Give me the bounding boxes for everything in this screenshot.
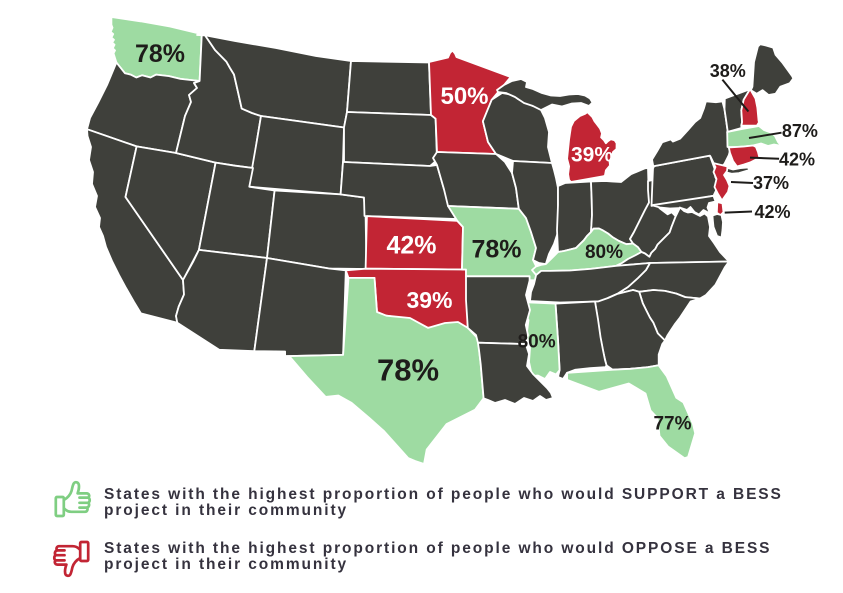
svg-text:80%: 80% bbox=[585, 242, 623, 263]
svg-text:50%: 50% bbox=[440, 83, 488, 110]
svg-text:38%: 38% bbox=[710, 61, 746, 81]
svg-text:77%: 77% bbox=[653, 413, 691, 434]
svg-text:39%: 39% bbox=[406, 287, 452, 313]
svg-text:87%: 87% bbox=[782, 121, 818, 141]
svg-text:42%: 42% bbox=[754, 202, 790, 222]
svg-text:78%: 78% bbox=[135, 40, 185, 68]
svg-text:78%: 78% bbox=[377, 353, 439, 388]
svg-text:39%: 39% bbox=[571, 144, 613, 167]
svg-text:78%: 78% bbox=[471, 235, 521, 263]
svg-text:37%: 37% bbox=[753, 173, 789, 193]
svg-text:42%: 42% bbox=[386, 232, 436, 260]
svg-text:42%: 42% bbox=[779, 149, 815, 169]
svg-text:80%: 80% bbox=[518, 332, 556, 353]
